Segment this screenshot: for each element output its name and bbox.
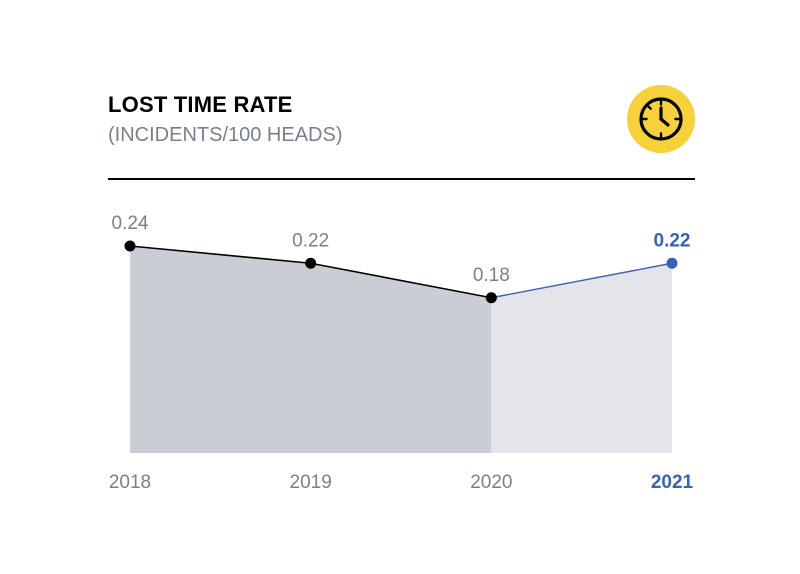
header-divider (108, 178, 695, 180)
data-point-2021 (666, 257, 678, 269)
x-tick-label-2021: 2021 (651, 472, 694, 493)
data-label-2018: 0.24 (112, 213, 149, 234)
area-past (130, 246, 492, 453)
clock-icon-face (639, 97, 683, 141)
chart-title: LOST TIME RATE (108, 92, 293, 117)
data-point-2020 (485, 292, 497, 304)
clock-badge (626, 84, 696, 154)
x-tick-label-2019: 2019 (290, 472, 332, 493)
data-point-2018 (124, 240, 136, 252)
clock-icon (627, 85, 695, 153)
area-current (491, 263, 672, 453)
series-line-current (491, 262, 673, 299)
data-label-2020: 0.18 (473, 265, 510, 286)
clock-icon-hands (659, 106, 670, 127)
x-tick-label-2018: 2018 (109, 472, 151, 493)
chart-subtitle: (INCIDENTS/100 HEADS) (108, 124, 343, 146)
clock-icon-ticks (642, 100, 680, 138)
data-point-2019 (305, 257, 317, 269)
data-label-2019: 0.22 (292, 230, 329, 251)
data-label-2021: 0.22 (654, 230, 691, 251)
x-tick-label-2020: 2020 (470, 472, 512, 493)
